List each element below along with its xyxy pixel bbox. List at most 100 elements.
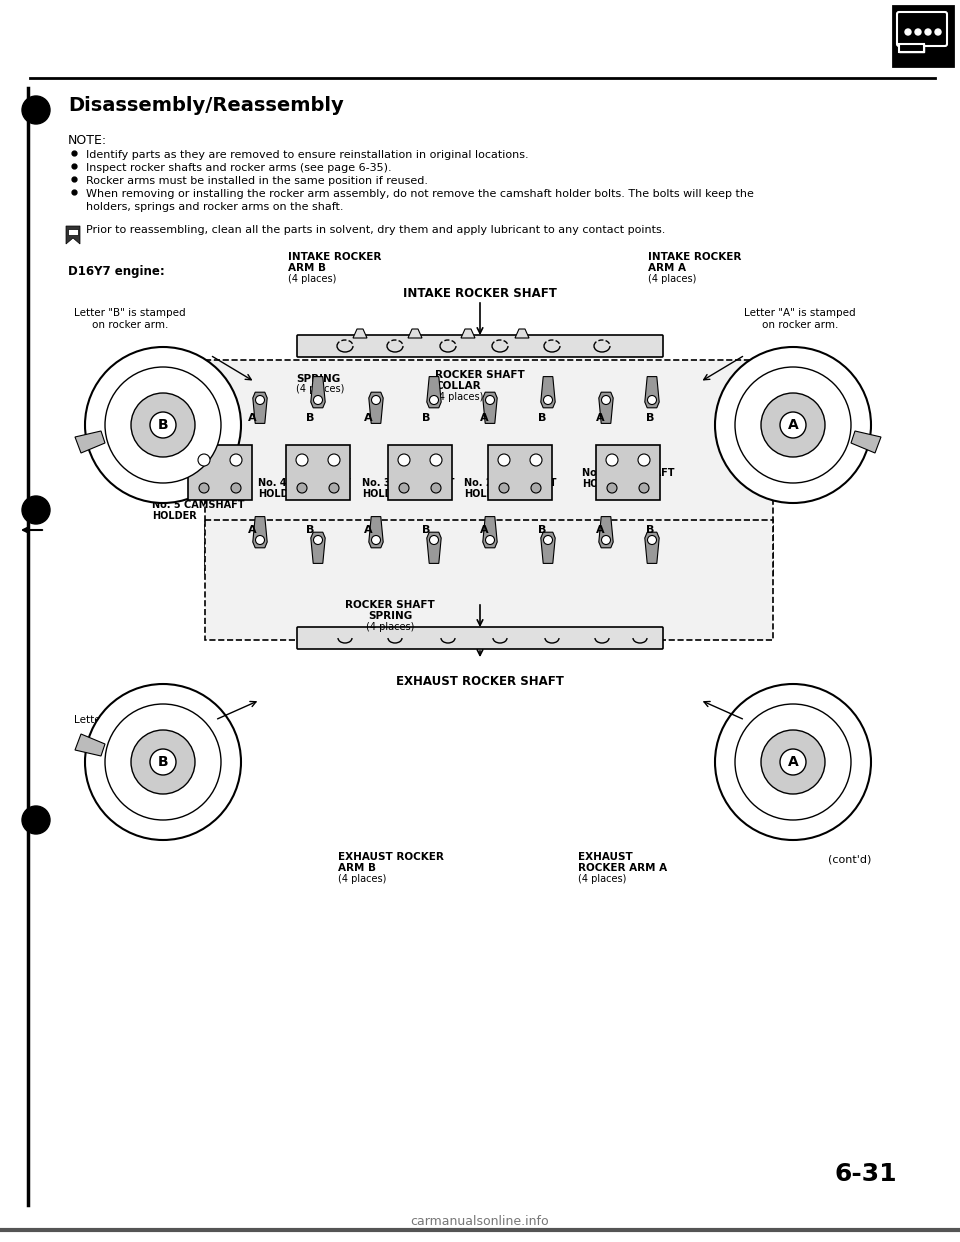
Circle shape bbox=[499, 483, 509, 493]
Text: B: B bbox=[646, 414, 654, 424]
Polygon shape bbox=[408, 329, 422, 338]
Circle shape bbox=[430, 455, 442, 466]
Text: 6-31: 6-31 bbox=[835, 1163, 898, 1186]
Text: B: B bbox=[158, 419, 169, 432]
Circle shape bbox=[638, 455, 650, 466]
Text: HOLDER: HOLDER bbox=[582, 479, 627, 489]
Circle shape bbox=[399, 483, 409, 493]
Text: A: A bbox=[248, 525, 256, 535]
Text: Letter "B" is stamped
on rocker arm.: Letter "B" is stamped on rocker arm. bbox=[74, 715, 186, 737]
Circle shape bbox=[602, 535, 611, 544]
Text: (4 places): (4 places) bbox=[288, 274, 336, 284]
Text: A: A bbox=[788, 419, 799, 432]
Polygon shape bbox=[540, 376, 555, 407]
Circle shape bbox=[429, 395, 439, 405]
Bar bbox=[68, 229, 78, 235]
Text: holders, springs and rocker arms on the shaft.: holders, springs and rocker arms on the … bbox=[86, 202, 344, 212]
Circle shape bbox=[22, 806, 50, 833]
Polygon shape bbox=[353, 329, 367, 338]
Text: B: B bbox=[158, 755, 169, 769]
Circle shape bbox=[372, 395, 380, 405]
Circle shape bbox=[647, 535, 657, 544]
Text: ARM A: ARM A bbox=[648, 263, 686, 273]
Circle shape bbox=[715, 684, 871, 840]
Text: No. 1 CAMSHAFT: No. 1 CAMSHAFT bbox=[582, 468, 675, 478]
Circle shape bbox=[85, 347, 241, 503]
Circle shape bbox=[22, 96, 50, 124]
Circle shape bbox=[314, 395, 323, 405]
Polygon shape bbox=[645, 533, 660, 564]
Polygon shape bbox=[483, 392, 497, 424]
Circle shape bbox=[199, 483, 209, 493]
Text: SPRING: SPRING bbox=[368, 611, 412, 621]
Bar bbox=[286, 445, 350, 501]
Text: (4 places): (4 places) bbox=[578, 874, 626, 884]
Text: Letter "A" is stamped
on rocker arm.: Letter "A" is stamped on rocker arm. bbox=[744, 715, 855, 737]
Text: INTAKE ROCKER SHAFT: INTAKE ROCKER SHAFT bbox=[403, 287, 557, 301]
Circle shape bbox=[150, 412, 176, 438]
Text: INTAKE ROCKER: INTAKE ROCKER bbox=[288, 252, 381, 262]
Text: ROCKER SHAFT: ROCKER SHAFT bbox=[346, 600, 435, 610]
Circle shape bbox=[530, 455, 542, 466]
Bar bbox=[205, 520, 773, 640]
Circle shape bbox=[486, 395, 494, 405]
Circle shape bbox=[198, 455, 210, 466]
Circle shape bbox=[531, 483, 541, 493]
Text: (4 places): (4 places) bbox=[435, 392, 484, 402]
Text: (cont'd): (cont'd) bbox=[828, 854, 872, 864]
Text: D16Y7 engine:: D16Y7 engine: bbox=[68, 265, 165, 278]
Text: (4 places): (4 places) bbox=[338, 874, 386, 884]
Circle shape bbox=[925, 29, 931, 35]
Polygon shape bbox=[252, 392, 267, 424]
Circle shape bbox=[429, 535, 439, 544]
Polygon shape bbox=[427, 376, 442, 407]
Text: (4 places): (4 places) bbox=[648, 274, 696, 284]
Text: EXHAUST: EXHAUST bbox=[578, 852, 633, 862]
Text: No. 5 CAMSHAFT: No. 5 CAMSHAFT bbox=[152, 501, 245, 510]
Circle shape bbox=[543, 535, 553, 544]
Text: Inspect rocker shafts and rocker arms (see page 6-35).: Inspect rocker shafts and rocker arms (s… bbox=[86, 163, 392, 173]
Text: B: B bbox=[306, 525, 314, 535]
Circle shape bbox=[543, 395, 553, 405]
Circle shape bbox=[735, 704, 851, 820]
Circle shape bbox=[606, 455, 618, 466]
Circle shape bbox=[372, 535, 380, 544]
Text: A: A bbox=[788, 755, 799, 769]
Circle shape bbox=[602, 395, 611, 405]
Text: A: A bbox=[480, 525, 489, 535]
Circle shape bbox=[255, 535, 265, 544]
Text: Letter "A" is stamped
on rocker arm.: Letter "A" is stamped on rocker arm. bbox=[744, 308, 855, 329]
Circle shape bbox=[607, 483, 617, 493]
Text: EXHAUST ROCKER SHAFT: EXHAUST ROCKER SHAFT bbox=[396, 674, 564, 688]
Bar bbox=[388, 445, 452, 501]
Text: A: A bbox=[596, 525, 604, 535]
Text: No. 3 CAMSHAFT: No. 3 CAMSHAFT bbox=[362, 478, 454, 488]
Text: carmanualsonline.info: carmanualsonline.info bbox=[411, 1215, 549, 1228]
Text: B: B bbox=[646, 525, 654, 535]
Text: EXHAUST ROCKER: EXHAUST ROCKER bbox=[338, 852, 444, 862]
Circle shape bbox=[780, 749, 806, 775]
Circle shape bbox=[105, 366, 221, 483]
Text: COLLAR: COLLAR bbox=[435, 381, 481, 391]
Circle shape bbox=[131, 730, 195, 794]
Circle shape bbox=[85, 684, 241, 840]
Circle shape bbox=[647, 395, 657, 405]
Text: HOLDER: HOLDER bbox=[362, 489, 407, 499]
Text: (4 places): (4 places) bbox=[366, 622, 414, 632]
Polygon shape bbox=[645, 376, 660, 407]
Bar bbox=[488, 445, 552, 501]
Bar bbox=[188, 445, 252, 501]
Circle shape bbox=[328, 455, 340, 466]
Polygon shape bbox=[311, 376, 325, 407]
Text: SPRING: SPRING bbox=[296, 374, 340, 384]
Text: B: B bbox=[538, 414, 546, 424]
Text: B: B bbox=[421, 414, 430, 424]
Text: B: B bbox=[538, 525, 546, 535]
Text: A: A bbox=[248, 414, 256, 424]
Circle shape bbox=[150, 749, 176, 775]
Bar bbox=[596, 445, 660, 501]
Circle shape bbox=[105, 704, 221, 820]
Circle shape bbox=[498, 455, 510, 466]
Text: B: B bbox=[306, 414, 314, 424]
Polygon shape bbox=[66, 226, 80, 243]
